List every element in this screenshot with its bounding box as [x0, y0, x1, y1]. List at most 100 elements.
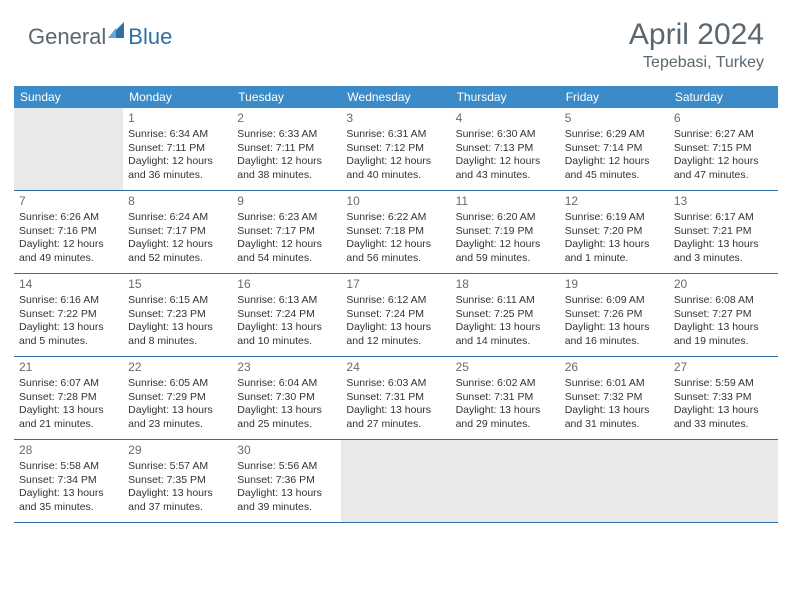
daylight-text: Daylight: 12 hours: [128, 155, 227, 168]
day-cell: 30Sunrise: 5:56 AMSunset: 7:36 PMDayligh…: [232, 440, 341, 522]
day-cell: 5Sunrise: 6:29 AMSunset: 7:14 PMDaylight…: [560, 108, 669, 190]
daylight-text: Daylight: 13 hours: [346, 404, 445, 417]
daylight-text: Daylight: 13 hours: [19, 487, 118, 500]
day-number: 23: [237, 360, 336, 375]
sunrise-text: Sunrise: 6:17 AM: [674, 211, 773, 224]
day-number: 8: [128, 194, 227, 209]
sunrise-text: Sunrise: 6:12 AM: [346, 294, 445, 307]
daylight-text: and 27 minutes.: [346, 418, 445, 431]
weekday-header: Wednesday: [341, 86, 450, 108]
daylight-text: and 25 minutes.: [237, 418, 336, 431]
day-cell: 1Sunrise: 6:34 AMSunset: 7:11 PMDaylight…: [123, 108, 232, 190]
daylight-text: Daylight: 12 hours: [346, 238, 445, 251]
daylight-text: Daylight: 13 hours: [128, 321, 227, 334]
logo-text-general: General: [28, 24, 106, 50]
day-number: 14: [19, 277, 118, 292]
sunset-text: Sunset: 7:11 PM: [128, 142, 227, 155]
daylight-text: and 1 minute.: [565, 252, 664, 265]
day-cell: 23 Sunrise: 6:04 AMSunset: 7:30 PMDayligh…: [232, 357, 341, 439]
day-cell: 26Sunrise: 6:01 AMSunset: 7:32 PMDayligh…: [560, 357, 669, 439]
sunset-text: Sunset: 7:25 PM: [456, 308, 555, 321]
location-label: Tepebasi, Turkey: [629, 54, 764, 72]
sunrise-text: Sunrise: 6:27 AM: [674, 128, 773, 141]
daylight-text: Daylight: 12 hours: [19, 238, 118, 251]
day-cell: 2Sunrise: 6:33 AMSunset: 7:11 PMDaylight…: [232, 108, 341, 190]
daylight-text: Daylight: 13 hours: [19, 321, 118, 334]
day-number: 2: [237, 111, 336, 126]
day-cell: 8Sunrise: 6:24 AMSunset: 7:17 PMDaylight…: [123, 191, 232, 273]
daylight-text: and 16 minutes.: [565, 335, 664, 348]
daylight-text: and 33 minutes.: [674, 418, 773, 431]
daylight-text: and 45 minutes.: [565, 169, 664, 182]
daylight-text: Daylight: 13 hours: [19, 404, 118, 417]
sunrise-text: Sunrise: 6:01 AM: [565, 377, 664, 390]
daylight-text: and 12 minutes.: [346, 335, 445, 348]
sunrise-text: Sunrise: 6:08 AM: [674, 294, 773, 307]
sunrise-text: Sunrise: 6:05 AM: [128, 377, 227, 390]
daylight-text: and 14 minutes.: [456, 335, 555, 348]
sunrise-text: Sunrise: 6:04 AM: [237, 377, 336, 390]
day-number: 11: [456, 194, 555, 209]
day-cell: 20Sunrise: 6:08 AMSunset: 7:27 PMDayligh…: [669, 274, 778, 356]
daylight-text: and 47 minutes.: [674, 169, 773, 182]
day-cell: 29Sunrise: 5:57 AMSunset: 7:35 PMDayligh…: [123, 440, 232, 522]
day-number: 19: [565, 277, 664, 292]
week-row: 7Sunrise: 6:26 AMSunset: 7:16 PMDaylight…: [14, 191, 778, 274]
sunset-text: Sunset: 7:18 PM: [346, 225, 445, 238]
day-number: 4: [456, 111, 555, 126]
sunrise-text: Sunrise: 6:23 AM: [237, 211, 336, 224]
day-cell: 17Sunrise: 6:12 AMSunset: 7:24 PMDayligh…: [341, 274, 450, 356]
day-cell: 16Sunrise: 6:13 AMSunset: 7:24 PMDayligh…: [232, 274, 341, 356]
sunset-text: Sunset: 7:22 PM: [19, 308, 118, 321]
daylight-text: Daylight: 13 hours: [237, 404, 336, 417]
day-number: 9: [237, 194, 336, 209]
day-cell: 18Sunrise: 6:11 AMSunset: 7:25 PMDayligh…: [451, 274, 560, 356]
daylight-text: and 36 minutes.: [128, 169, 227, 182]
day-cell-empty: [451, 440, 560, 522]
sunset-text: Sunset: 7:23 PM: [128, 308, 227, 321]
day-cell: 9Sunrise: 6:23 AMSunset: 7:17 PMDaylight…: [232, 191, 341, 273]
sunrise-text: Sunrise: 6:30 AM: [456, 128, 555, 141]
sunset-text: Sunset: 7:31 PM: [346, 391, 445, 404]
day-number: 6: [674, 111, 773, 126]
day-cell: 22Sunrise: 6:05 AMSunset: 7:29 PMDayligh…: [123, 357, 232, 439]
daylight-text: Daylight: 12 hours: [346, 155, 445, 168]
day-cell: 13Sunrise: 6:17 AMSunset: 7:21 PMDayligh…: [669, 191, 778, 273]
sunrise-text: Sunrise: 6:33 AM: [237, 128, 336, 141]
daylight-text: and 49 minutes.: [19, 252, 118, 265]
logo-text-blue: Blue: [128, 24, 172, 50]
day-cell: 19Sunrise: 6:09 AMSunset: 7:26 PMDayligh…: [560, 274, 669, 356]
day-cell: 28Sunrise: 5:58 AMSunset: 7:34 PMDayligh…: [14, 440, 123, 522]
day-cell-empty: [560, 440, 669, 522]
weekday-header: Sunday: [14, 86, 123, 108]
sunset-text: Sunset: 7:24 PM: [237, 308, 336, 321]
sunrise-text: Sunrise: 6:29 AM: [565, 128, 664, 141]
day-cell: 7Sunrise: 6:26 AMSunset: 7:16 PMDaylight…: [14, 191, 123, 273]
sunset-text: Sunset: 7:35 PM: [128, 474, 227, 487]
day-cell: 4Sunrise: 6:30 AMSunset: 7:13 PMDaylight…: [451, 108, 560, 190]
weekday-header: Saturday: [669, 86, 778, 108]
day-cell: 6Sunrise: 6:27 AMSunset: 7:15 PMDaylight…: [669, 108, 778, 190]
day-cell: 21Sunrise: 6:07 AMSunset: 7:28 PMDayligh…: [14, 357, 123, 439]
sunrise-text: Sunrise: 6:11 AM: [456, 294, 555, 307]
weekday-header: Friday: [560, 86, 669, 108]
sunrise-text: Sunrise: 6:13 AM: [237, 294, 336, 307]
sunrise-text: Sunrise: 6:15 AM: [128, 294, 227, 307]
day-number: 24: [346, 360, 445, 375]
weekday-header: Thursday: [451, 86, 560, 108]
day-cell: 15Sunrise: 6:15 AMSunset: 7:23 PMDayligh…: [123, 274, 232, 356]
sunset-text: Sunset: 7:30 PM: [237, 391, 336, 404]
day-number: 28: [19, 443, 118, 458]
sunrise-text: Sunrise: 5:56 AM: [237, 460, 336, 473]
day-number: 1: [128, 111, 227, 126]
daylight-text: Daylight: 13 hours: [237, 487, 336, 500]
sunset-text: Sunset: 7:28 PM: [19, 391, 118, 404]
sunrise-text: Sunrise: 6:02 AM: [456, 377, 555, 390]
sunset-text: Sunset: 7:19 PM: [456, 225, 555, 238]
day-number: 12: [565, 194, 664, 209]
sunset-text: Sunset: 7:36 PM: [237, 474, 336, 487]
sunset-text: Sunset: 7:21 PM: [674, 225, 773, 238]
sunset-text: Sunset: 7:14 PM: [565, 142, 664, 155]
daylight-text: and 31 minutes.: [565, 418, 664, 431]
sunrise-text: Sunrise: 6:16 AM: [19, 294, 118, 307]
